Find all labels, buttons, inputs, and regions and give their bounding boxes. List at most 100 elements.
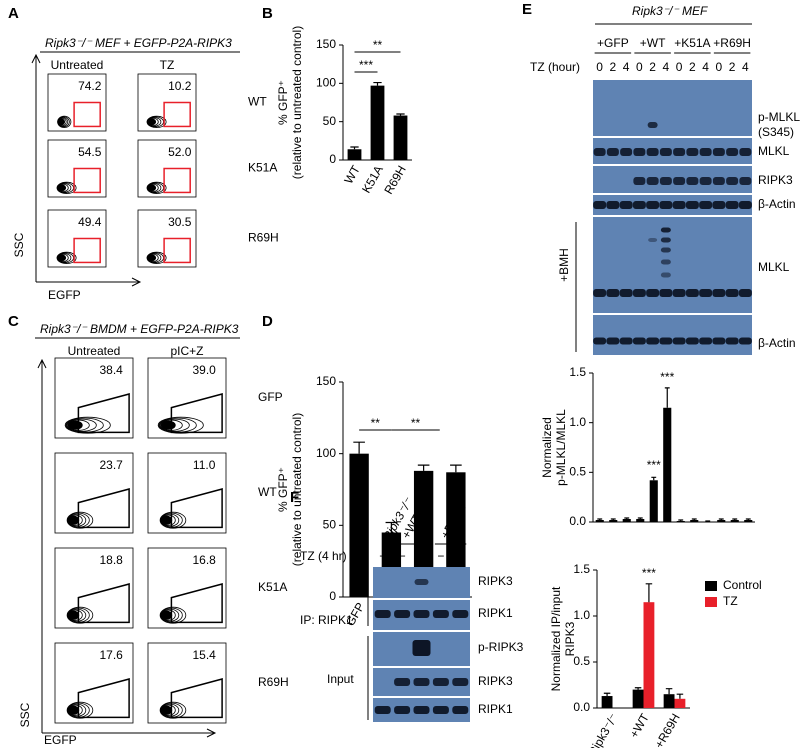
blot-band: [632, 289, 646, 297]
contour: [68, 515, 80, 525]
blot-band: [725, 289, 739, 297]
contour: [159, 511, 187, 529]
blot-band: [452, 610, 469, 618]
band-label: RIPK3: [478, 674, 513, 688]
error-bar: [450, 464, 462, 473]
contour: [68, 705, 80, 715]
blot-band: [648, 238, 658, 242]
panel-header: Ripk3⁻/⁻ BMDM + EGFP-P2A-RIPK3: [40, 322, 239, 336]
blot-separator: [373, 630, 470, 632]
bar: [643, 602, 655, 708]
contour: [147, 254, 157, 262]
error-bar: [624, 517, 630, 520]
blot-band: [660, 227, 671, 233]
error-bar: [732, 518, 738, 521]
y-tick-label: 0: [329, 152, 336, 166]
blot-band: [606, 289, 620, 297]
y-axis-label: Normalized IP/input: [549, 586, 563, 691]
contour: [159, 701, 187, 719]
blot-band: [633, 148, 646, 156]
blot-band: [619, 337, 633, 345]
gate: [170, 488, 223, 529]
bar: [595, 520, 604, 522]
contour: [64, 416, 111, 434]
blot-band: [646, 289, 660, 297]
band-label: (S345): [758, 125, 794, 139]
blot-band: [374, 706, 391, 714]
axis-arrow: [37, 358, 217, 738]
blot-band: [686, 177, 699, 185]
blot-band: [374, 610, 391, 618]
blot-band: [726, 148, 739, 156]
bar: [347, 149, 362, 160]
legend-swatch: [705, 581, 717, 591]
blot-band: [412, 640, 431, 656]
bar: [663, 407, 672, 522]
gate: [73, 101, 101, 128]
blot-band: [646, 337, 660, 345]
y-axis-sublabel: RIPK3: [563, 621, 577, 656]
gate-percentage: 23.7: [99, 458, 123, 472]
blot-band: [633, 177, 646, 185]
blot-separator: [593, 215, 752, 217]
gate-percentage: 10.2: [168, 79, 192, 93]
contour: [66, 701, 94, 719]
error-bar: [396, 113, 405, 116]
blot-band: [712, 201, 726, 209]
band-label: p-MLKL: [758, 110, 800, 124]
blot-band: [738, 201, 752, 209]
gate-percentage: 18.8: [99, 553, 123, 567]
blot-band: [413, 678, 430, 686]
legend-label: Control: [723, 578, 762, 592]
y-axis-sublabel: p-MLKL/MLKL: [554, 409, 568, 486]
panel-letter: F: [290, 489, 299, 506]
bar: [636, 519, 645, 522]
timepoint: 0: [636, 60, 643, 74]
timepoint: 4: [742, 60, 749, 74]
bar: [446, 472, 466, 597]
blot-band: [646, 148, 659, 156]
error-bar: [678, 519, 684, 522]
blot-band: [699, 337, 713, 345]
row-label: R69H: [248, 231, 279, 245]
contour: [57, 115, 72, 128]
error-bar: [385, 521, 398, 533]
blot-band: [739, 148, 752, 156]
gate: [170, 393, 223, 434]
lane-group: +R69H: [713, 36, 751, 50]
bar: [730, 520, 739, 522]
blot-band: [394, 706, 411, 714]
gate-percentage: 39.0: [192, 363, 216, 377]
timepoint: 0: [596, 60, 603, 74]
lane-group: +GFP: [597, 36, 629, 50]
timepoint: 4: [623, 60, 630, 74]
contour: [66, 511, 94, 529]
band-label: RIPK1: [478, 702, 513, 716]
contour: [161, 610, 173, 620]
error-bar: [651, 476, 657, 481]
section-label: Input: [327, 672, 354, 686]
blot-band: [659, 289, 673, 297]
gate: [73, 167, 101, 194]
y-tick-label: 0.5: [573, 654, 590, 668]
significance-label: **: [371, 416, 381, 430]
x-tick-label: +R69H: [652, 711, 683, 748]
blot-band: [660, 247, 671, 253]
blot-band: [593, 289, 607, 297]
gate-percentage: 49.4: [78, 215, 102, 229]
gate-percentage: 54.5: [78, 145, 102, 159]
x-tick-label: Ripk3⁻/⁻: [585, 711, 620, 748]
significance-label: **: [411, 416, 421, 430]
error-bar: [665, 688, 673, 695]
blot-band: [452, 706, 469, 714]
blot-band: [685, 201, 699, 209]
blot-band: [659, 148, 672, 156]
bar: [609, 520, 618, 522]
blot-band: [712, 148, 725, 156]
blot-band: [699, 201, 713, 209]
y-tick-label: 100: [316, 446, 336, 460]
blot-band: [673, 177, 686, 185]
bar: [649, 480, 658, 522]
